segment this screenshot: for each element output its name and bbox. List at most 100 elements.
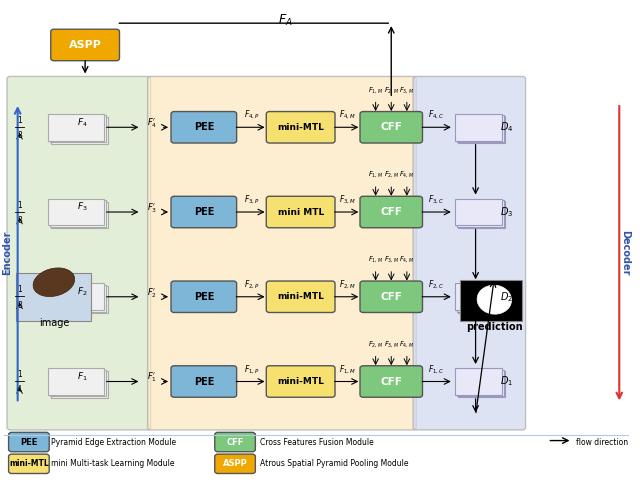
FancyBboxPatch shape <box>458 371 505 397</box>
FancyBboxPatch shape <box>47 283 104 310</box>
FancyBboxPatch shape <box>8 432 49 452</box>
FancyBboxPatch shape <box>266 366 335 397</box>
Text: $F_{4,C}$: $F_{4,C}$ <box>428 109 445 121</box>
Text: 8: 8 <box>17 131 22 140</box>
FancyBboxPatch shape <box>47 114 104 141</box>
Text: $F_{2,M}$: $F_{2,M}$ <box>384 169 399 179</box>
FancyBboxPatch shape <box>51 286 108 313</box>
Text: $F_{1,C}$: $F_{1,C}$ <box>428 363 445 375</box>
Text: $F_{4,P}$: $F_{4,P}$ <box>244 109 259 121</box>
Text: $F_{4,M}$: $F_{4,M}$ <box>339 109 356 121</box>
Text: $F_{3,P}$: $F_{3,P}$ <box>244 194 259 206</box>
Text: $F_{2,C}$: $F_{2,C}$ <box>428 279 445 291</box>
Text: mini-MTL: mini-MTL <box>9 459 49 468</box>
Text: $F_{3,M}$: $F_{3,M}$ <box>399 85 414 94</box>
FancyBboxPatch shape <box>171 112 237 143</box>
Text: $F_{3,M}$: $F_{3,M}$ <box>339 194 356 206</box>
FancyBboxPatch shape <box>7 76 151 430</box>
Text: $F_A$: $F_A$ <box>278 13 292 28</box>
Text: CFF: CFF <box>380 122 402 132</box>
Text: $F_4'$: $F_4'$ <box>147 117 157 130</box>
FancyBboxPatch shape <box>458 286 505 313</box>
Text: $D_4$: $D_4$ <box>500 120 513 134</box>
Text: Atrous Spatial Pyramid Pooling Module: Atrous Spatial Pyramid Pooling Module <box>260 459 408 468</box>
FancyBboxPatch shape <box>171 366 237 397</box>
FancyBboxPatch shape <box>360 281 422 313</box>
Text: mini-MTL: mini-MTL <box>277 377 324 386</box>
Text: 1: 1 <box>17 201 22 209</box>
FancyBboxPatch shape <box>215 454 255 473</box>
Text: PEE: PEE <box>194 207 214 217</box>
FancyBboxPatch shape <box>413 76 525 430</box>
FancyBboxPatch shape <box>455 114 502 141</box>
Text: 1: 1 <box>17 285 22 294</box>
Text: Pyramid Edge Extraction Module: Pyramid Edge Extraction Module <box>51 437 176 447</box>
Text: $F_{3,C}$: $F_{3,C}$ <box>428 194 445 206</box>
FancyBboxPatch shape <box>458 201 505 228</box>
Text: $F_{4,M}$: $F_{4,M}$ <box>399 254 414 264</box>
Text: $F_{3,M}$: $F_{3,M}$ <box>384 254 399 264</box>
Text: $F_{1,M}$: $F_{1,M}$ <box>368 169 383 179</box>
Text: PEE: PEE <box>194 122 214 132</box>
Text: $F_{2,M}$: $F_{2,M}$ <box>339 279 356 291</box>
Text: $F_{2,M}$: $F_{2,M}$ <box>384 85 399 94</box>
FancyBboxPatch shape <box>49 115 106 142</box>
Text: Encoder: Encoder <box>2 231 12 276</box>
Text: CFF: CFF <box>227 437 244 447</box>
Text: PEE: PEE <box>194 376 214 387</box>
FancyBboxPatch shape <box>455 283 502 310</box>
Ellipse shape <box>477 285 511 314</box>
Text: mini Multi-task Learning Module: mini Multi-task Learning Module <box>51 459 174 468</box>
Text: Cross Features Fusion Module: Cross Features Fusion Module <box>260 437 374 447</box>
FancyBboxPatch shape <box>457 370 504 396</box>
FancyBboxPatch shape <box>49 285 106 312</box>
FancyBboxPatch shape <box>47 199 104 225</box>
Text: $F_{4,M}$: $F_{4,M}$ <box>399 339 414 349</box>
Text: $D_3$: $D_3$ <box>500 205 513 219</box>
Text: $F_{2,M}$: $F_{2,M}$ <box>368 339 383 349</box>
FancyBboxPatch shape <box>148 76 416 430</box>
Text: $F_{3,M}$: $F_{3,M}$ <box>384 339 399 349</box>
Text: $F_1$: $F_1$ <box>77 371 87 383</box>
FancyBboxPatch shape <box>17 273 92 321</box>
FancyBboxPatch shape <box>51 371 108 398</box>
FancyBboxPatch shape <box>49 200 106 227</box>
FancyBboxPatch shape <box>171 196 237 228</box>
Text: 8: 8 <box>17 300 22 310</box>
Text: mini MTL: mini MTL <box>278 207 324 217</box>
Text: PEE: PEE <box>194 292 214 302</box>
FancyBboxPatch shape <box>266 196 335 228</box>
FancyBboxPatch shape <box>455 199 502 225</box>
Text: $D_1$: $D_1$ <box>500 375 513 389</box>
Text: flow direction: flow direction <box>575 437 628 447</box>
FancyBboxPatch shape <box>51 117 108 144</box>
Text: mini-MTL: mini-MTL <box>277 123 324 132</box>
Text: $D_2$: $D_2$ <box>500 290 513 304</box>
FancyBboxPatch shape <box>457 115 504 142</box>
FancyBboxPatch shape <box>360 196 422 228</box>
FancyBboxPatch shape <box>360 112 422 143</box>
Text: CFF: CFF <box>380 376 402 387</box>
Text: $F_2$: $F_2$ <box>77 286 87 298</box>
FancyBboxPatch shape <box>266 281 335 313</box>
Text: $F_3$: $F_3$ <box>77 201 87 213</box>
Text: $F_4$: $F_4$ <box>77 116 88 129</box>
Text: 8: 8 <box>17 216 22 225</box>
Text: $F_3'$: $F_3'$ <box>147 202 157 215</box>
Text: Decoder: Decoder <box>621 230 630 276</box>
Text: $F_1'$: $F_1'$ <box>147 371 157 384</box>
FancyBboxPatch shape <box>458 116 505 143</box>
FancyBboxPatch shape <box>215 432 255 452</box>
FancyBboxPatch shape <box>360 366 422 397</box>
Text: $F_{1,M}$: $F_{1,M}$ <box>339 363 356 375</box>
Text: ASPP: ASPP <box>68 40 102 50</box>
FancyBboxPatch shape <box>49 370 106 396</box>
Text: $F_{1,M}$: $F_{1,M}$ <box>368 254 383 264</box>
Text: $F_2'$: $F_2'$ <box>147 286 157 300</box>
Text: CFF: CFF <box>380 207 402 217</box>
Text: image: image <box>38 318 69 328</box>
FancyBboxPatch shape <box>457 285 504 312</box>
FancyBboxPatch shape <box>460 280 522 321</box>
FancyBboxPatch shape <box>457 200 504 227</box>
FancyBboxPatch shape <box>51 202 108 228</box>
